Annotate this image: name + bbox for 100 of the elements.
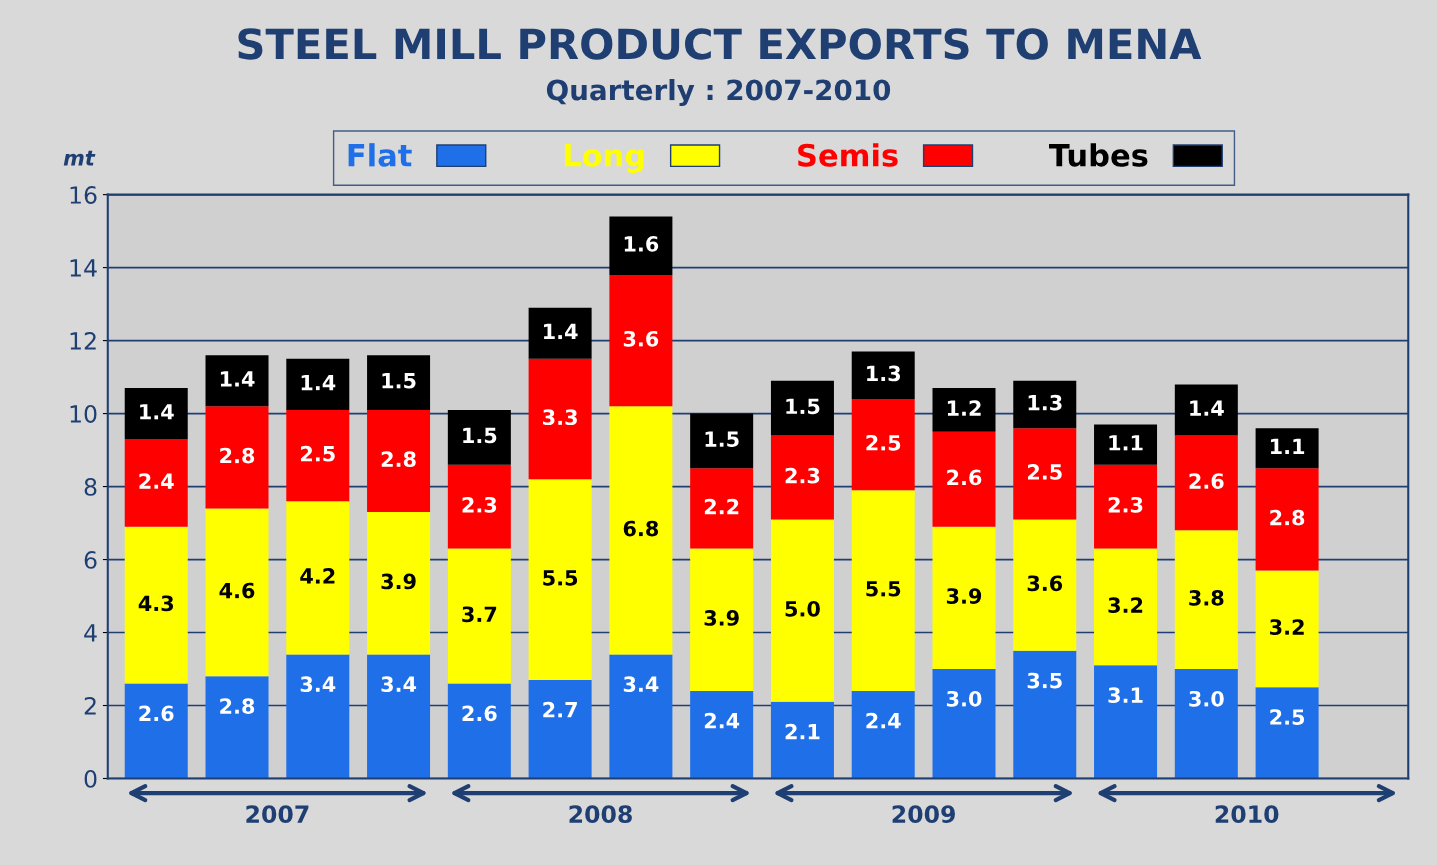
data-label: 2.5 [300,445,335,462]
bar [286,409,350,502]
data-label: 1.4 [220,371,255,387]
bar [1094,464,1158,549]
data-label: 2.4 [866,712,901,729]
y-tick-label: 4 [84,624,97,642]
bar [690,468,754,549]
data-label: 2.8 [1270,509,1305,526]
data-label: 2.2 [704,498,739,515]
data-label: 2.4 [139,473,174,489]
bar [609,406,673,655]
bar [124,388,188,440]
data-label: 1.5 [705,431,739,447]
bar [609,274,673,407]
data-label: 2.5 [1027,464,1062,480]
y-tick-label: 0 [84,769,97,788]
data-label: 3.4 [300,676,336,693]
bar [1013,650,1077,779]
bar [1174,669,1238,779]
bar [770,435,834,520]
bar [528,358,592,480]
data-label: 2.6 [1189,473,1224,489]
bar [1013,519,1077,651]
data-label: 3.9 [381,573,416,590]
bar [1013,428,1077,520]
data-label: 3.2 [1270,619,1304,635]
bar [932,526,996,670]
data-label: 2.4 [704,712,740,729]
bar [367,409,431,513]
data-label: 3.1 [1108,687,1143,703]
legend-label: Semis [798,143,898,167]
bar [609,216,673,275]
data-label: 1.4 [140,404,174,420]
bar [205,508,269,677]
chart-subtitle: Quarterly : 2007-2010 [546,79,891,107]
data-label: 4.6 [219,582,255,599]
bar [851,351,915,399]
data-label: 1.5 [786,398,820,415]
y-tick-label: 2 [84,696,96,715]
text: 2009 [892,805,955,824]
chart-title: STEEL MILL PRODUCT EXPORTS TO MENA [238,28,1202,60]
data-label: 3.9 [946,588,982,604]
data-label: 4.3 [138,595,174,612]
bar [447,548,511,684]
bar [690,413,754,469]
bar [932,431,996,527]
data-label: 1.3 [867,365,901,382]
bar [851,490,915,691]
bar [1255,687,1319,779]
data-label: 6.8 [623,520,659,537]
data-label: 2.6 [462,705,497,722]
data-label: 1.4 [544,323,578,340]
bar [1094,665,1158,779]
bar [286,358,350,410]
bar [1174,435,1238,531]
bar [690,548,754,691]
legend-label: Flat [348,143,412,167]
bar [367,654,431,779]
data-label: 3.7 [462,606,497,623]
data-label: 3.9 [704,610,739,626]
y-tick-label: 12 [70,332,96,350]
bar [528,307,592,359]
bar [286,654,350,779]
bar [609,654,673,779]
text: 2008 [569,805,632,824]
bar [1013,380,1077,429]
bar [124,526,188,684]
data-label: 3.4 [623,676,659,693]
y-tick-label: 14 [70,259,97,277]
data-label: 1.2 [947,400,981,416]
data-label: 2.8 [220,447,255,464]
data-label: 3.6 [1027,575,1063,592]
bar [770,701,834,779]
y-tick-label: 16 [70,186,97,204]
bar [932,388,996,432]
bar [1094,424,1158,465]
y-tick-label: 8 [84,478,97,496]
data-label: 3.2 [1108,597,1143,614]
data-label: 5.5 [866,581,901,597]
bar [1094,548,1158,666]
data-label: 2.5 [866,434,901,451]
bar [770,519,834,702]
data-label: 1.3 [1028,394,1062,411]
data-label: 3.4 [381,676,417,693]
bar [1255,468,1319,571]
data-label: 2.3 [785,467,820,484]
data-label: 2.3 [1108,496,1143,513]
bar [528,679,592,779]
bar [447,464,511,549]
y-tick-label: 6 [84,550,97,569]
bar [528,479,592,680]
data-label: 1.1 [1109,435,1143,451]
data-label: 4.2 [300,568,335,584]
bar [1255,570,1319,688]
bar [367,512,431,655]
data-label: 3.8 [1189,589,1224,606]
data-label: 2.8 [220,698,255,714]
bar [851,690,915,779]
data-label: 2.3 [462,496,497,513]
data-label: 2.7 [543,701,577,718]
